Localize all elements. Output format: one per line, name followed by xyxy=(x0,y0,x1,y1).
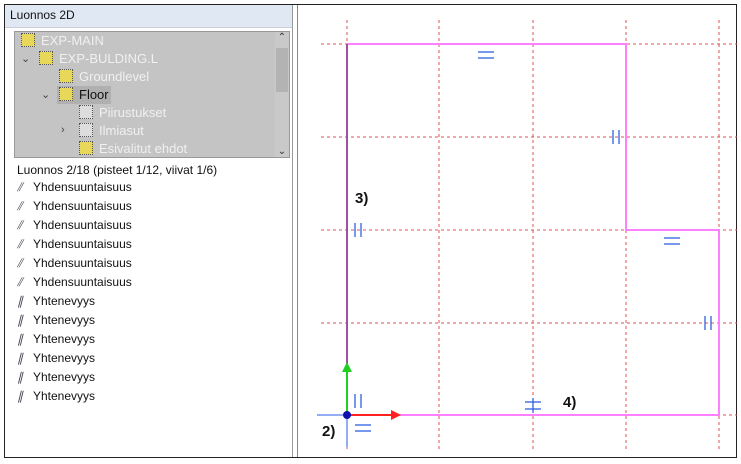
annotation-3: 3) xyxy=(355,190,369,207)
sketch-profile xyxy=(347,43,720,416)
constraint-item[interactable]: ⫽ Yhdensuuntaisuus xyxy=(17,178,132,197)
constraint-item[interactable]: ∥ Yhtenevyys xyxy=(17,311,95,330)
constraint-label: Yhtenevyys xyxy=(33,389,96,403)
constraint-label: Yhtenevyys xyxy=(33,294,96,308)
origin-point xyxy=(343,411,351,419)
constraint-item[interactable]: ⫽ Yhdensuuntaisuus xyxy=(17,254,132,273)
constraint-label: Yhdensuuntaisuus xyxy=(33,218,132,232)
parallel-icon: ⫽ xyxy=(17,237,23,251)
constraint-item[interactable]: ∥ Yhtenevyys xyxy=(17,349,95,368)
tree-item-exp-main[interactable]: EXP-MAIN xyxy=(21,32,104,50)
parallel-icon: ⫽ xyxy=(17,218,23,232)
constraint-label: Yhdensuuntaisuus xyxy=(33,237,132,251)
chevron-down-icon[interactable]: ⌄ xyxy=(41,89,51,101)
constraint-item[interactable]: ∥ Yhtenevyys xyxy=(17,330,95,349)
level-icon xyxy=(59,69,73,83)
constraint-label: Yhdensuuntaisuus xyxy=(33,180,132,194)
tree-item-groundlevel[interactable]: Groundlevel xyxy=(59,68,149,86)
level-icon xyxy=(59,87,73,101)
assembly-icon xyxy=(21,33,35,47)
tree-label: Ilmiasut xyxy=(99,123,144,138)
assembly-icon xyxy=(39,51,53,65)
constraint-item[interactable]: ∥ Yhtenevyys xyxy=(17,292,95,311)
tree-item-esivalitut-ehdot[interactable]: Esivalitut ehdot xyxy=(79,140,187,158)
tree-item-piirustukset[interactable]: Piirustukset xyxy=(79,104,166,122)
sketch-panel: Luonnos 2D EXP-MAIN ⌄ EXP-BULDING.L Grou… xyxy=(5,5,293,457)
constraint-item[interactable]: ⫽ Yhdensuuntaisuus xyxy=(17,197,132,216)
window-frame xyxy=(4,4,737,458)
constraint-item[interactable]: ⫽ Yhdensuuntaisuus xyxy=(17,216,132,235)
coincident-icon: ∥ xyxy=(17,313,23,327)
coincident-icon: ∥ xyxy=(17,351,23,365)
parallel-icon: ⫽ xyxy=(17,199,23,213)
coincident-icon: ∥ xyxy=(17,389,23,403)
tree-label: Floor xyxy=(79,87,109,102)
sketch-status: Luonnos 2/18 (pisteet 1/12, viivat 1/6) xyxy=(17,163,218,177)
annotation-2: 2) xyxy=(322,423,336,440)
constraint-label: Yhtenevyys xyxy=(33,351,96,365)
chevron-right-icon[interactable]: › xyxy=(61,124,65,136)
panel-title: Luonnos 2D xyxy=(5,5,292,28)
appearance-icon xyxy=(79,123,93,137)
constraint-label: Yhtenevyys xyxy=(33,313,96,327)
scroll-down-icon[interactable]: ⌄ xyxy=(277,146,287,157)
tree-item-floor[interactable]: Floor xyxy=(57,86,111,104)
scroll-up-icon[interactable]: ⌃ xyxy=(277,32,287,43)
parallel-icon: ⫽ xyxy=(17,256,23,270)
x-axis-arrow xyxy=(391,410,401,420)
tree-label: Piirustukset xyxy=(99,105,167,120)
constraint-label: Yhdensuuntaisuus xyxy=(33,199,132,213)
constraints-icon xyxy=(79,141,93,155)
drawing-icon xyxy=(79,105,93,119)
constraint-item[interactable]: ∥ Yhtenevyys xyxy=(17,387,95,406)
constraint-label: Yhdensuuntaisuus xyxy=(33,275,132,289)
parallel-icon: ⫽ xyxy=(17,275,23,289)
tree-view[interactable]: EXP-MAIN ⌄ EXP-BULDING.L Groundlevel ⌄ F… xyxy=(14,31,290,158)
constraint-item[interactable]: ∥ Yhtenevyys xyxy=(17,368,95,387)
constraint-label: Yhtenevyys xyxy=(33,370,96,384)
constraint-label: Yhtenevyys xyxy=(33,332,96,346)
tree-scrollbar[interactable]: ⌃ ⌄ xyxy=(275,32,289,157)
coincident-icon: ∥ xyxy=(17,370,23,384)
constraint-item[interactable]: ⫽ Yhdensuuntaisuus xyxy=(17,235,132,254)
chevron-down-icon[interactable]: ⌄ xyxy=(21,53,31,65)
y-axis-arrow xyxy=(342,362,352,372)
coincident-icon: ∥ xyxy=(17,294,23,308)
coincident-icon: ∥ xyxy=(17,332,23,346)
parallel-icon: ⫽ xyxy=(17,180,23,194)
tree-label: Groundlevel xyxy=(79,69,150,84)
tree-label: EXP-MAIN xyxy=(41,33,104,48)
annotation-4: 4) xyxy=(563,394,577,411)
tree-item-ilmiasut[interactable]: Ilmiasut xyxy=(79,122,144,140)
sketch-canvas[interactable] xyxy=(297,5,737,457)
scrollbar-thumb[interactable] xyxy=(276,48,288,92)
tree-label: Esivalitut ehdot xyxy=(99,141,188,156)
tree-label: EXP-BULDING.L xyxy=(59,51,158,66)
constraint-label: Yhdensuuntaisuus xyxy=(33,256,132,270)
tree-item-exp-bulding[interactable]: EXP-BULDING.L xyxy=(39,50,158,68)
constraint-item[interactable]: ⫽ Yhdensuuntaisuus xyxy=(17,273,132,292)
